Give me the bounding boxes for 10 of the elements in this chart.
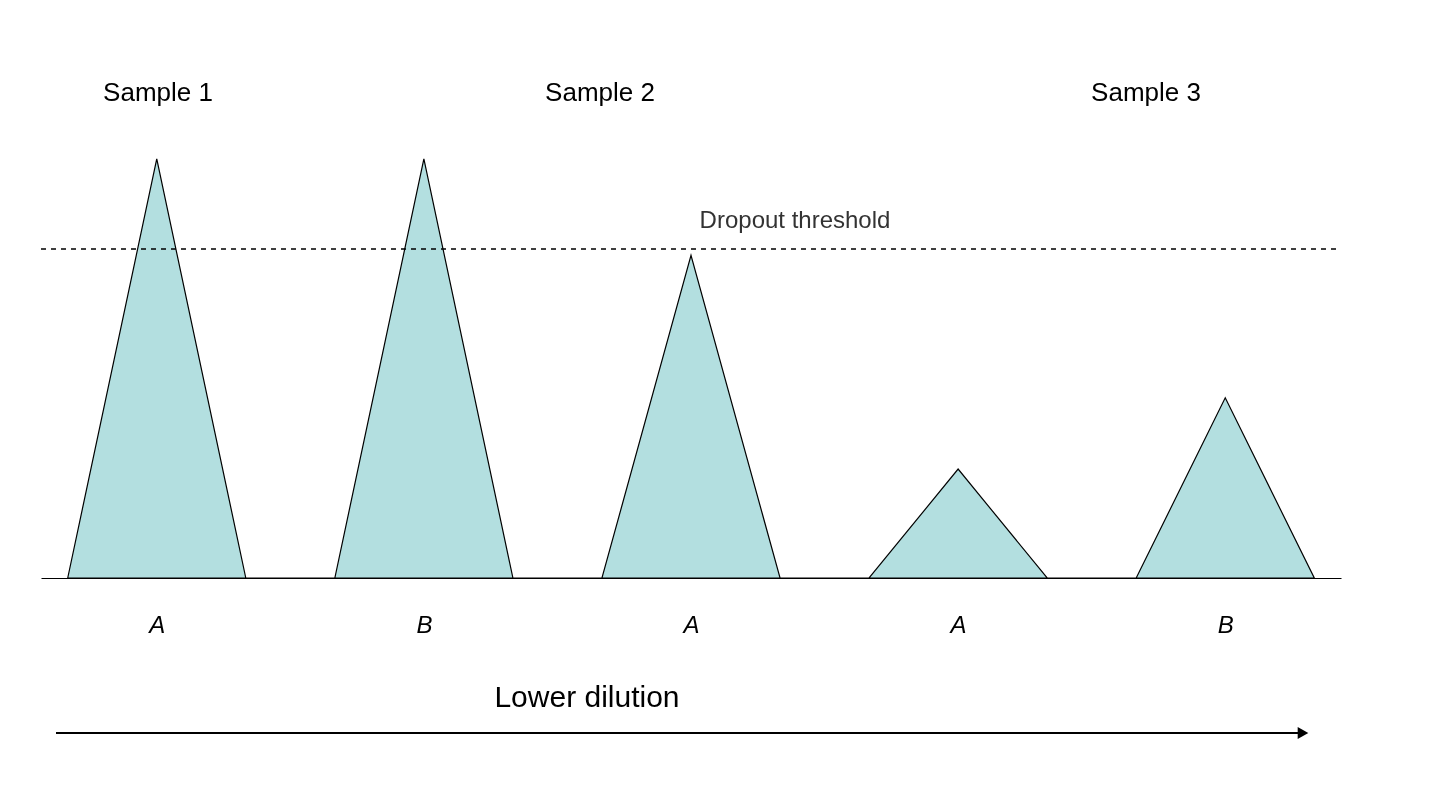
text: Sample 1	[103, 77, 213, 107]
x-tick-label: A	[948, 610, 967, 638]
x-tick-label: B	[416, 610, 433, 638]
x-tick-label: A	[147, 610, 166, 638]
ref-line-label: Dropout threshold	[699, 206, 891, 234]
x-tick-label: B	[1217, 610, 1234, 638]
text: Sample 2	[545, 77, 655, 107]
text: Sample 3	[1091, 77, 1201, 107]
text: Lower dilution	[494, 680, 680, 713]
x-tick-label: A	[681, 610, 700, 638]
